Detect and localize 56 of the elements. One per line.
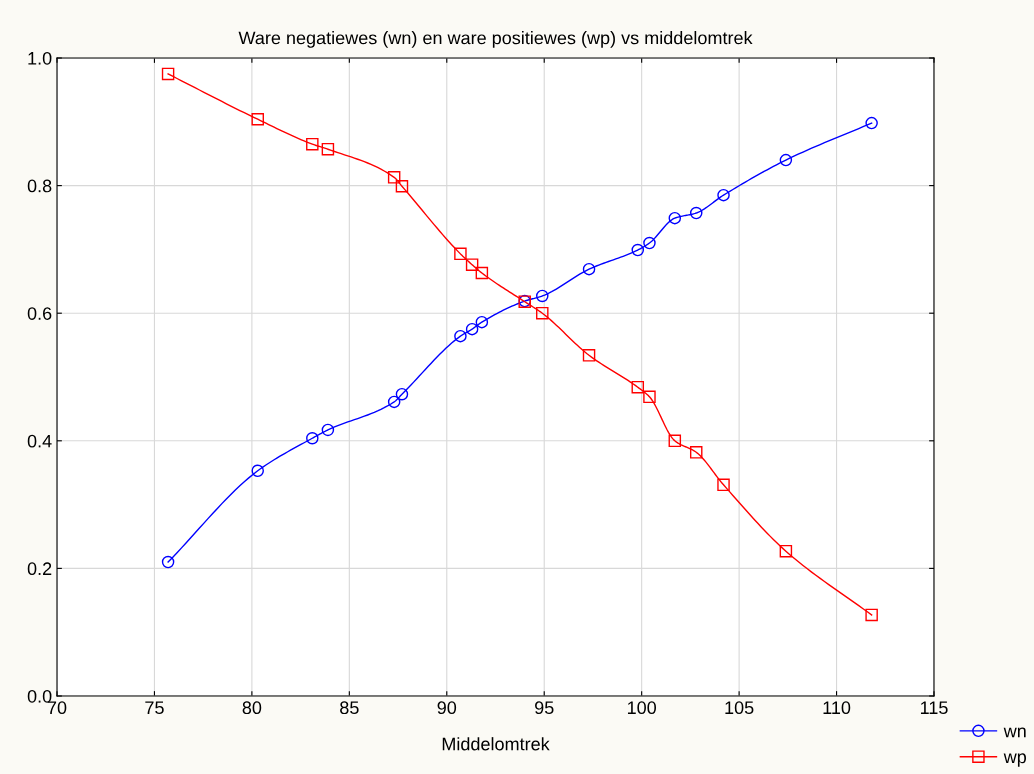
point [395, 179, 409, 193]
x-tick-label: 110 [823, 701, 851, 715]
point [321, 423, 335, 437]
x-axis-title: Middelomtrek [442, 737, 550, 751]
point [251, 112, 264, 126]
point [631, 380, 645, 394]
point [321, 142, 335, 156]
point [668, 434, 682, 448]
point [865, 608, 878, 622]
point [251, 464, 264, 478]
point [454, 247, 467, 261]
point [475, 315, 489, 329]
point [454, 329, 467, 343]
legend-label: wp [1003, 753, 1027, 767]
point [465, 322, 479, 336]
legend-label: wn [1003, 727, 1026, 738]
point [643, 390, 656, 404]
x-tick-label: 115 [920, 701, 948, 715]
x-tick-label: 95 [535, 701, 554, 715]
x-tick-label: 75 [145, 701, 164, 715]
point [631, 243, 645, 257]
x-tick-label: 90 [437, 701, 457, 715]
y-tick-label: 0.0 [27, 689, 52, 703]
point [689, 206, 703, 220]
x-tick-label: 80 [242, 701, 262, 715]
point [306, 431, 319, 445]
point [668, 211, 682, 225]
y-tick-label: 0.2 [27, 562, 52, 576]
point [536, 289, 549, 303]
point [689, 446, 703, 459]
x-tick-label: 105 [725, 701, 754, 715]
point [779, 153, 793, 167]
chart-title: Ware negatiewes (wn) en ware positiewes (wp) vs middelomtrek [238, 31, 753, 48]
point [536, 306, 549, 320]
y-tick-label: 0.8 [27, 179, 52, 193]
point [865, 116, 878, 130]
point [582, 349, 596, 362]
point [717, 478, 730, 492]
point [475, 266, 489, 280]
point [387, 171, 401, 184]
y-tick-label: 1.0 [28, 51, 52, 65]
point [395, 387, 409, 401]
point [465, 258, 479, 271]
x-tick-label: 85 [340, 701, 359, 715]
point [582, 262, 596, 276]
y-tick-label: 0.6 [27, 307, 52, 320]
point [387, 395, 401, 409]
point [161, 67, 175, 81]
point [643, 236, 656, 250]
point [161, 555, 175, 569]
x-tick-label: 70 [47, 701, 67, 715]
point [306, 137, 319, 151]
point [717, 188, 730, 202]
point [779, 544, 793, 558]
y-tick-label: 0.4 [27, 434, 52, 448]
x-tick-label: 100 [627, 701, 657, 715]
